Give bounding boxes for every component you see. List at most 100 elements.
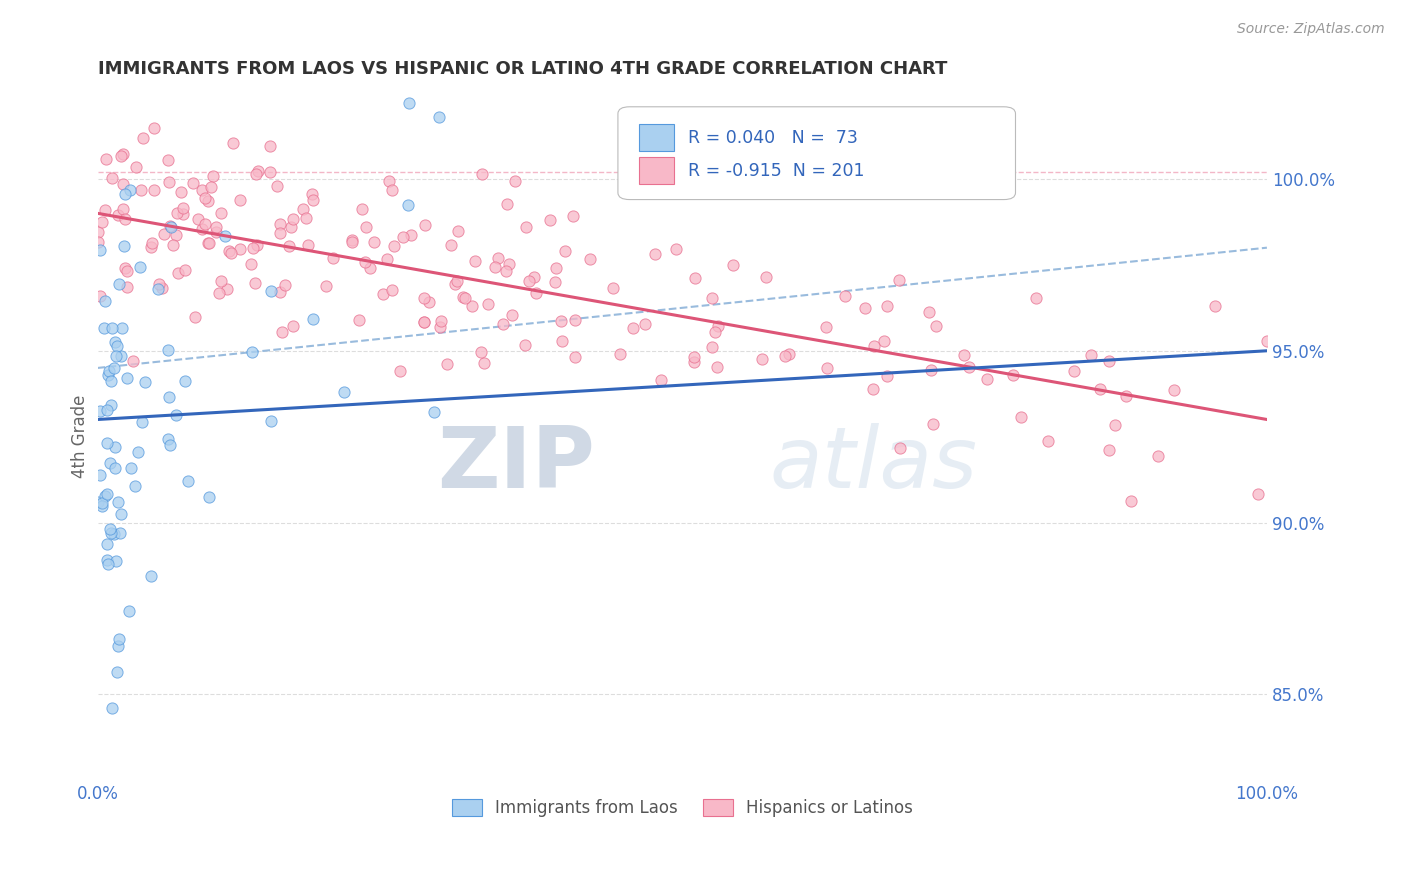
Point — [159, 437, 181, 451]
Point — [208, 285, 231, 300]
Point — [492, 317, 515, 331]
Point — [245, 167, 267, 181]
Point — [1163, 384, 1185, 398]
Point — [773, 349, 796, 363]
Point — [1247, 487, 1270, 501]
Point — [862, 382, 884, 396]
Point — [172, 201, 194, 215]
Point — [120, 461, 142, 475]
Point — [471, 167, 494, 181]
Point — [853, 301, 876, 315]
Point — [91, 214, 114, 228]
Point — [259, 139, 281, 153]
Point — [127, 444, 149, 458]
Point — [484, 260, 506, 274]
Point — [609, 347, 631, 361]
Point — [517, 274, 540, 288]
Point — [198, 490, 221, 504]
Point — [96, 435, 118, 450]
Point — [470, 345, 492, 359]
Point — [418, 294, 440, 309]
Point — [259, 285, 281, 299]
Point — [486, 251, 509, 265]
Point — [112, 178, 135, 192]
Point — [96, 557, 118, 571]
Point — [259, 414, 281, 428]
Point — [177, 474, 200, 488]
Point — [129, 183, 152, 197]
Point — [873, 334, 896, 348]
Point — [129, 260, 152, 275]
Point — [700, 291, 723, 305]
Point — [96, 487, 118, 501]
Point — [143, 183, 166, 197]
Point — [429, 320, 451, 334]
Point — [472, 356, 495, 370]
Point — [197, 235, 219, 250]
Point — [444, 277, 467, 292]
Point — [359, 260, 381, 275]
Point — [240, 345, 263, 359]
Point — [205, 220, 228, 235]
Point — [834, 288, 856, 302]
Point — [1011, 410, 1033, 425]
Point — [447, 224, 470, 238]
Point — [104, 460, 127, 475]
Point — [280, 219, 302, 234]
Point — [815, 360, 838, 375]
Point — [242, 241, 264, 255]
Text: Source: ZipAtlas.com: Source: ZipAtlas.com — [1237, 22, 1385, 37]
Point — [278, 239, 301, 253]
Point — [342, 233, 364, 247]
Point — [247, 163, 270, 178]
Point — [148, 277, 170, 292]
Point — [392, 230, 415, 244]
Point — [96, 536, 118, 550]
Point — [97, 364, 120, 378]
Point — [89, 404, 111, 418]
Point — [165, 408, 187, 422]
Point — [122, 353, 145, 368]
Point — [100, 374, 122, 388]
Point — [110, 149, 132, 163]
Point — [704, 325, 727, 339]
Point — [876, 299, 898, 313]
Point — [187, 211, 209, 226]
FancyBboxPatch shape — [638, 157, 673, 185]
Point — [200, 180, 222, 194]
Point — [174, 374, 197, 388]
Point — [259, 165, 281, 179]
Point — [315, 279, 337, 293]
Point — [266, 179, 288, 194]
Point — [554, 244, 576, 258]
Point — [94, 153, 117, 167]
Point — [297, 238, 319, 252]
Point — [104, 441, 127, 455]
Point — [146, 282, 169, 296]
Point — [166, 206, 188, 220]
Point — [551, 334, 574, 348]
Point — [291, 202, 314, 217]
Point — [423, 404, 446, 418]
Point — [229, 242, 252, 256]
Point — [707, 318, 730, 333]
Point — [110, 349, 132, 363]
Point — [863, 339, 886, 353]
Point — [96, 402, 118, 417]
Point — [340, 235, 363, 249]
Point — [269, 218, 291, 232]
Point — [105, 554, 128, 568]
Point — [190, 222, 212, 236]
Point — [778, 347, 800, 361]
Point — [453, 290, 475, 304]
Point — [89, 289, 111, 303]
Point — [371, 287, 394, 301]
Point — [1038, 434, 1060, 449]
Point — [953, 349, 976, 363]
Point — [354, 219, 377, 234]
Point — [211, 274, 233, 288]
Point — [430, 314, 453, 328]
Point — [202, 169, 225, 184]
Point — [162, 237, 184, 252]
Point — [454, 292, 477, 306]
